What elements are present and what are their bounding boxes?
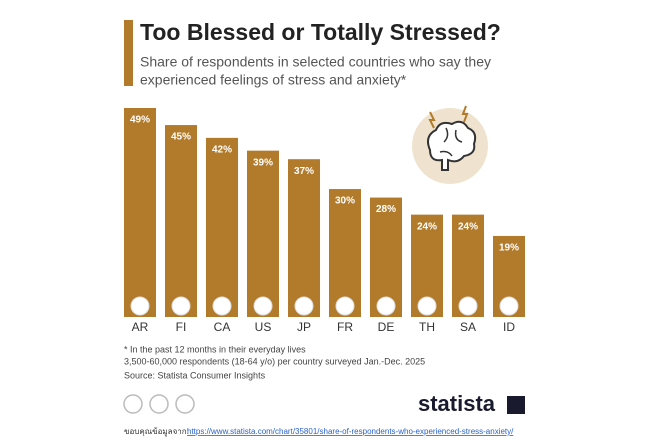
x-tick-label: TH [419,320,435,334]
x-tick-label: FI [176,320,187,334]
subtitle: experienced feelings of stress and anxie… [140,72,407,88]
x-tick-label: ID [503,320,515,334]
brain-icon [412,105,488,184]
flag [417,296,437,316]
x-tick-label: AR [132,320,149,334]
brand-logo: statista [418,391,496,416]
bar [288,159,320,317]
flag [499,296,519,316]
flag [130,296,150,316]
value-label: 37% [294,166,314,177]
x-tick-label: SA [460,320,476,334]
flag [376,296,396,316]
value-label: 28% [376,204,396,215]
x-tick-label: US [255,320,272,334]
note: 3,500-60,000 respondents (18-64 y/o) per… [124,356,425,366]
value-label: 19% [499,243,519,254]
value-label: 30% [335,196,355,207]
source-link[interactable]: https://www.statista.com/chart/35801/sha… [187,427,514,436]
bar [165,125,197,318]
license-icons [123,394,195,414]
x-tick-label: JP [297,320,311,334]
note: * In the past 12 months in their everyda… [124,344,306,354]
value-label: 24% [417,221,437,232]
flag [212,296,232,316]
bar [206,137,238,317]
title-accent [124,20,133,86]
flag [458,296,478,316]
flag [171,296,191,316]
source: Source: Statista Consumer Insights [124,370,266,380]
bar [247,150,279,317]
flag [335,296,355,316]
chart-title: Too Blessed or Totally Stressed? [140,19,501,45]
bar [124,108,156,317]
x-tick-label: DE [378,320,395,334]
flag [294,296,314,316]
brand-mark [507,396,525,414]
value-label: 24% [458,221,478,232]
value-label: 45% [171,132,191,143]
bar [329,189,361,317]
value-label: 49% [130,115,150,126]
value-label: 39% [253,157,273,168]
value-label: 42% [212,144,232,155]
x-tick-label: FR [337,320,353,334]
flag [253,296,273,316]
subtitle: Share of respondents in selected countri… [140,54,491,70]
credit: ขอบคุณข้อมูลจาก: [124,427,189,437]
x-tick-label: CA [214,320,231,334]
